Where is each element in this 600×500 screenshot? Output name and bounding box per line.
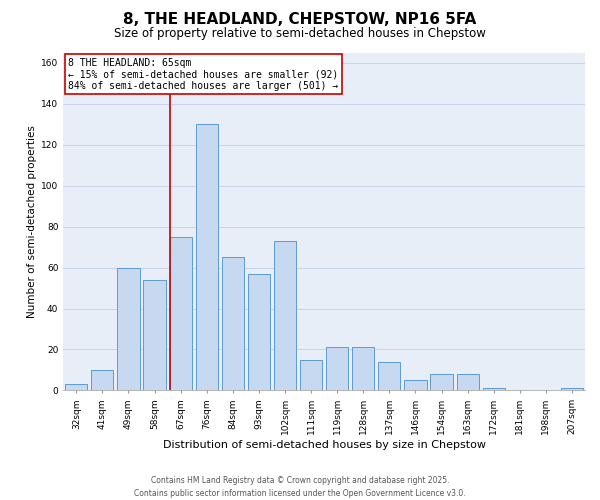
Bar (65, 384, 88, 390)
Bar (143, 280, 166, 390)
Bar (352, 348, 374, 391)
Bar (300, 360, 322, 390)
Bar (91, 370, 113, 390)
Text: 8, THE HEADLAND, CHEPSTOW, NP16 5FA: 8, THE HEADLAND, CHEPSTOW, NP16 5FA (124, 12, 476, 28)
Bar (482, 388, 505, 390)
Bar (170, 237, 192, 390)
X-axis label: Distribution of semi-detached houses by size in Chepstow: Distribution of semi-detached houses by … (163, 440, 485, 450)
Bar (561, 388, 583, 390)
Text: Size of property relative to semi-detached houses in Chepstow: Size of property relative to semi-detach… (114, 28, 486, 40)
Bar (404, 380, 427, 390)
Bar (248, 274, 270, 390)
Y-axis label: Number of semi-detached properties: Number of semi-detached properties (27, 125, 37, 318)
Bar (118, 268, 140, 390)
Text: Contains HM Land Registry data © Crown copyright and database right 2025.
Contai: Contains HM Land Registry data © Crown c… (134, 476, 466, 498)
Bar (326, 348, 348, 391)
Bar (222, 258, 244, 390)
Bar (457, 374, 479, 390)
Bar (430, 374, 452, 390)
Bar (378, 362, 400, 390)
Text: 8 THE HEADLAND: 65sqm
← 15% of semi-detached houses are smaller (92)
84% of semi: 8 THE HEADLAND: 65sqm ← 15% of semi-deta… (68, 58, 339, 91)
Bar (196, 124, 218, 390)
Bar (274, 241, 296, 390)
